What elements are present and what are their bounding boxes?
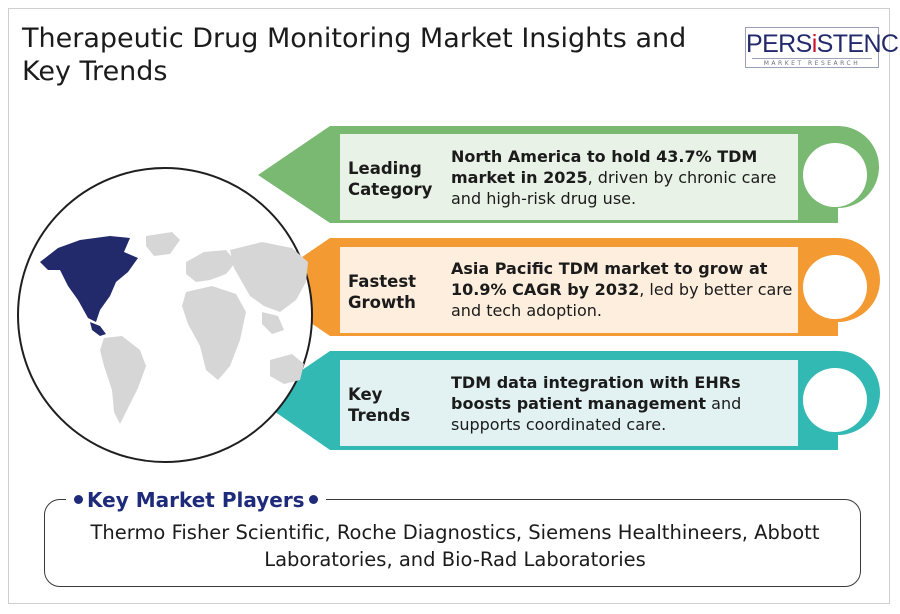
row-key-trends-text: TDM data integration with EHRs boosts pa…: [451, 372, 797, 435]
bullet-dot-right: [308, 495, 318, 504]
key-players-box: [44, 499, 861, 587]
row-leading-category-shape: [258, 126, 879, 223]
north-america-shape: [40, 236, 138, 322]
row-key-trends-highlight: TDM data integration with EHRs boosts pa…: [451, 373, 741, 413]
logo-tagline: MARKET RESEARCH: [752, 58, 872, 68]
row-fastest-growth-detail: , led by better care and tech adoption.: [451, 280, 793, 320]
row-fastest-growth-text: Asia Pacific TDM market to grow at 10.9%…: [451, 258, 797, 321]
page-frame: [8, 8, 890, 604]
row-fastest-growth-label: Fastest Growth: [348, 272, 417, 312]
page-title: Therapeutic Drug Monitoring Market Insig…: [22, 23, 687, 87]
key-players-list: Thermo Fisher Scientific, Roche Diagnost…: [90, 521, 820, 571]
row-key-trends-detail: and supports coordinated care.: [451, 394, 742, 434]
row-key-trends-shape: [258, 351, 880, 450]
row-leading-category-label: Leading Category: [348, 159, 433, 199]
row-leading-category-highlight: North America to hold 43.7% TDM market i…: [451, 147, 758, 187]
row-leading-category-text: North America to hold 43.7% TDM market i…: [451, 146, 797, 209]
row-leading-category-detail: , driven by chronic care and high-risk d…: [451, 168, 777, 208]
bullet-dot-left: [74, 495, 83, 504]
key-players-title: Key Market Players: [66, 488, 326, 512]
row-key-trends-label: Key Trends: [348, 385, 411, 425]
key-players-heading: Key Market Players: [87, 488, 305, 512]
row-fastest-growth-highlight: Asia Pacific TDM market to grow at 10.9%…: [451, 259, 768, 299]
world-map-globe: [17, 167, 313, 463]
row-fastest-growth-shape: [258, 238, 880, 336]
